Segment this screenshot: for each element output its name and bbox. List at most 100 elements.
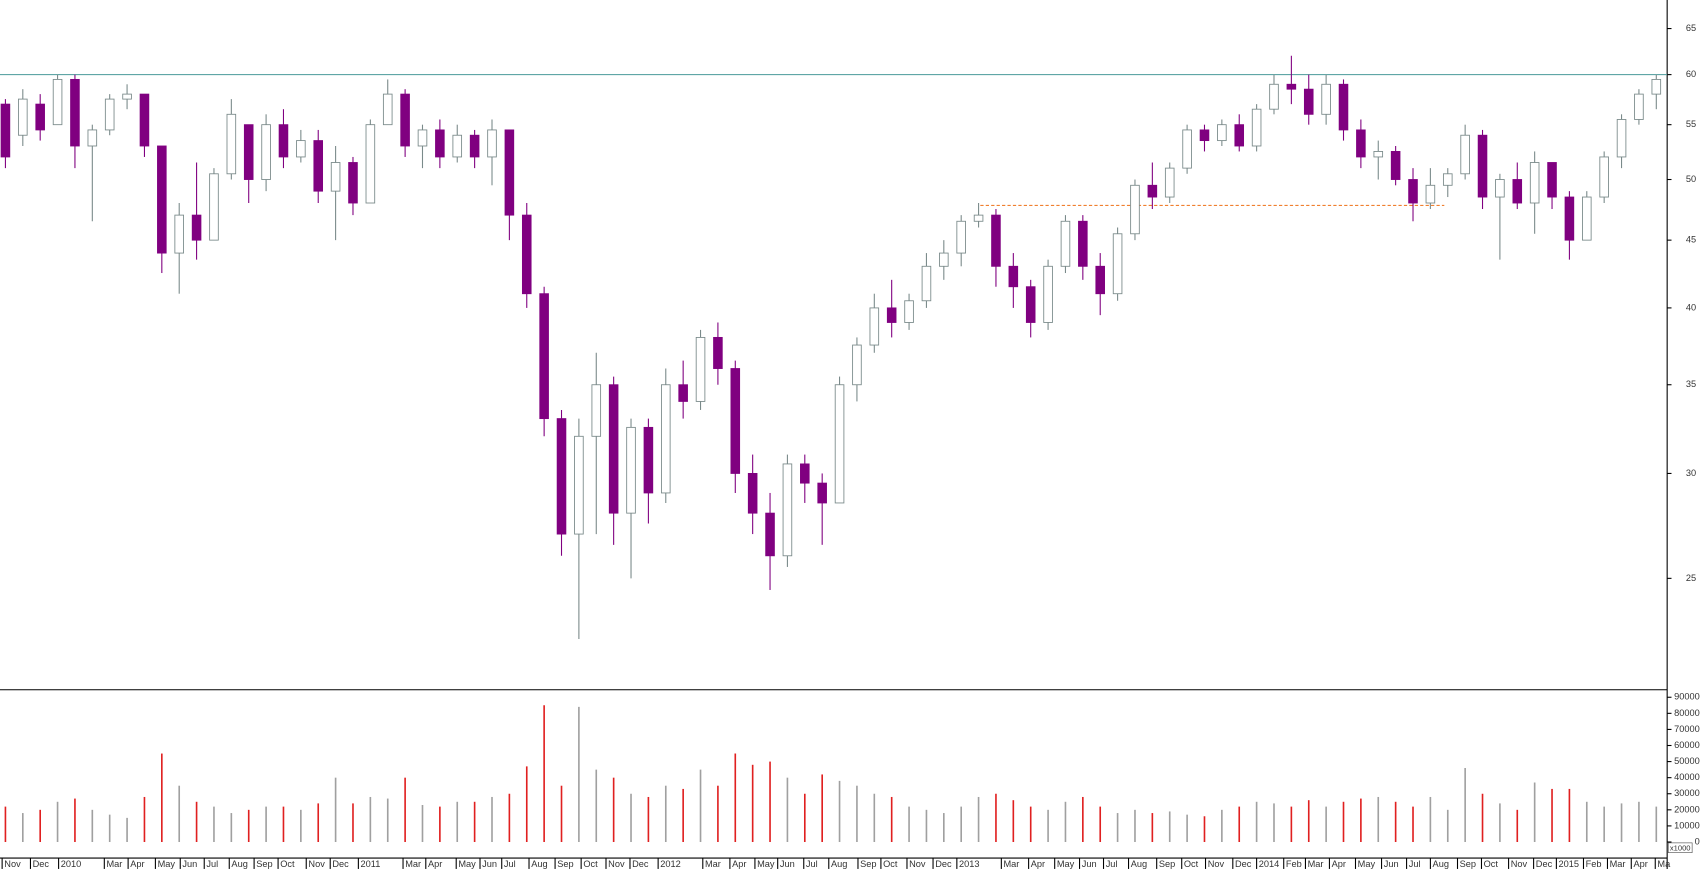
- candle-body: [1095, 265, 1105, 295]
- candle-body: [435, 129, 445, 158]
- candle-body: [1303, 88, 1314, 115]
- candle-body: [487, 129, 497, 158]
- candle-body: [1390, 151, 1401, 180]
- candle-body: [1547, 162, 1557, 198]
- x-tick-label: Apr: [1633, 859, 1647, 869]
- x-tick-label: Mar: [1610, 859, 1626, 869]
- candle-body: [52, 78, 63, 126]
- x-tick-label: Oct: [1484, 859, 1499, 869]
- candle-body: [591, 384, 602, 437]
- candle-body: [296, 140, 306, 158]
- candle-body: [1130, 184, 1140, 235]
- x-tick-label: Mar: [1308, 859, 1324, 869]
- x-tick-label: Dec: [33, 859, 50, 869]
- candle-body: [521, 214, 532, 295]
- x-tick-label: Nov: [4, 859, 21, 869]
- x-tick-label: Jun: [182, 859, 197, 869]
- x-tick-label: Mar: [405, 859, 421, 869]
- candle-body: [660, 384, 671, 494]
- candle-body: [1060, 220, 1071, 267]
- x-tick-label: Feb: [1286, 859, 1302, 869]
- x-tick-label: 2015: [1559, 859, 1580, 869]
- candle-body: [243, 124, 254, 180]
- candle-body: [1564, 196, 1575, 241]
- x-tick-label: 2011: [361, 859, 381, 869]
- candle-body: [1582, 196, 1592, 241]
- candle-body: [122, 93, 132, 100]
- candle-body: [1217, 124, 1227, 142]
- candle-body: [0, 103, 11, 158]
- candle-body: [1321, 83, 1331, 115]
- x-tick-label: Nov: [608, 859, 625, 869]
- x-tick-label: 2010: [61, 859, 82, 869]
- candle-body: [991, 214, 1001, 267]
- candle-body: [209, 173, 219, 241]
- candle-body: [817, 482, 827, 504]
- x-tick-label: Jul: [806, 859, 818, 869]
- candle-body: [608, 384, 619, 514]
- candle-body: [713, 336, 723, 369]
- candle-body: [973, 214, 984, 222]
- candle-body: [834, 384, 845, 504]
- x-tick-label: Jun: [1384, 859, 1399, 869]
- candle-body: [1651, 78, 1662, 95]
- candle-body: [1234, 124, 1245, 147]
- x-tick-label: Ma: [1657, 859, 1671, 869]
- y-tick-label: 30: [1686, 468, 1696, 478]
- x-tick-label: Mar: [705, 859, 721, 869]
- x-tick-label: May: [1057, 859, 1075, 869]
- y-tick-label: 70000: [1674, 724, 1700, 734]
- x-tick-label: Jul: [504, 859, 516, 869]
- x-tick-label: Oct: [280, 859, 295, 869]
- candle-body: [1025, 286, 1036, 323]
- candle-body: [695, 336, 706, 402]
- x-tick-label: Apr: [1332, 859, 1346, 869]
- x-tick-label: Sep: [557, 859, 573, 869]
- candle-body: [1199, 129, 1210, 142]
- candle-body: [1460, 134, 1470, 175]
- x-tick-label: Jun: [1082, 859, 1097, 869]
- candle-body: [800, 463, 810, 484]
- x-tick-label: Jul: [1106, 859, 1118, 869]
- unit-box: [1667, 842, 1693, 853]
- candle-body: [1529, 162, 1540, 204]
- candle-body: [191, 214, 202, 241]
- candle-body: [1356, 129, 1366, 158]
- y-tick-label: 40000: [1674, 772, 1700, 782]
- candle-body: [157, 145, 167, 254]
- unit-label: x1000: [1670, 843, 1691, 852]
- candle-body: [1634, 93, 1644, 120]
- x-tick-label: May: [1358, 859, 1376, 869]
- candle-body: [18, 98, 28, 136]
- candle-body: [1286, 83, 1297, 90]
- candle-body: [574, 435, 584, 535]
- x-tick-label: 2012: [660, 859, 681, 869]
- x-tick-label: Jul: [1409, 859, 1421, 869]
- candle-body: [852, 344, 862, 386]
- x-tick-label: Aug: [1131, 859, 1147, 869]
- x-tick-label: 2013: [959, 859, 980, 869]
- candle-body: [1599, 156, 1609, 198]
- candle-body: [921, 265, 932, 302]
- candle-body: [678, 384, 688, 402]
- x-tick-label: Jul: [206, 859, 218, 869]
- x-tick-label: Dec: [935, 859, 952, 869]
- candle-body: [1408, 179, 1418, 204]
- x-tick-label: Sep: [1460, 859, 1476, 869]
- candle-body: [1512, 179, 1523, 204]
- x-tick-label: Aug: [531, 859, 547, 869]
- candle-body: [1251, 108, 1262, 147]
- candle-body: [348, 162, 358, 204]
- candle-body: [278, 124, 289, 158]
- candle-body: [1477, 134, 1488, 198]
- candle-body: [365, 124, 376, 204]
- candle-body: [904, 300, 914, 323]
- candle-body: [886, 307, 897, 323]
- candle-body: [1442, 173, 1453, 186]
- candle-body: [730, 368, 741, 474]
- candle-body: [70, 78, 80, 147]
- candle-body: [869, 307, 880, 346]
- candle-body: [400, 93, 410, 147]
